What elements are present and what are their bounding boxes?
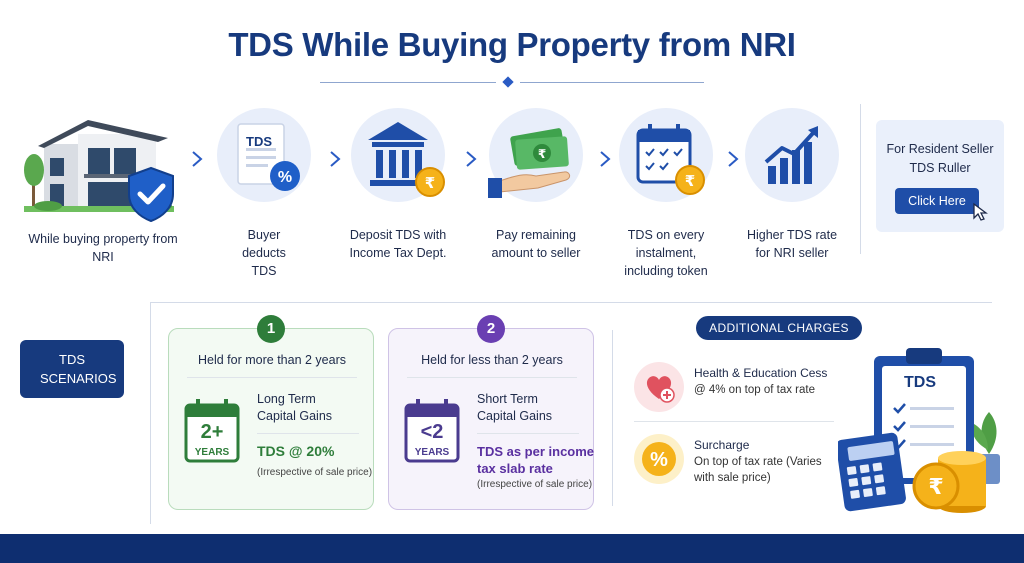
section-divider bbox=[860, 104, 861, 254]
cursor-pointer-icon bbox=[973, 202, 988, 221]
tds-doc-label: TDS bbox=[246, 134, 272, 149]
tds-rate: TDS @ 20% bbox=[257, 443, 335, 459]
calendar-unit: YEARS bbox=[194, 447, 230, 458]
svg-text:₹: ₹ bbox=[685, 172, 695, 190]
rising-chart-icon bbox=[764, 126, 818, 184]
charge-sub: @ 4% on top of tax rate bbox=[694, 384, 815, 396]
step-caption: Pay remaining amount to seller bbox=[491, 228, 581, 260]
section-divider bbox=[612, 330, 613, 506]
resident-seller-panel: For Resident Seller TDS Ruller Click Her… bbox=[876, 120, 1004, 232]
charge-title: Surcharge bbox=[694, 438, 750, 452]
calendar-value: <2 bbox=[420, 421, 444, 443]
svg-text:₹: ₹ bbox=[425, 174, 435, 192]
gain-type: Short Term Capital Gains bbox=[477, 392, 553, 423]
heart-plus-icon bbox=[646, 376, 675, 403]
title-rule-right bbox=[520, 82, 704, 83]
house-caption: While buying property from NRI bbox=[28, 232, 178, 264]
tds-scenarios-badge: TDS SCENARIOS bbox=[20, 340, 124, 398]
charge-sub: On top of tax rate (Varies with sale pri… bbox=[694, 456, 822, 484]
house-illustration bbox=[18, 108, 188, 226]
chevron-right-icon bbox=[330, 151, 341, 167]
svg-text:₹: ₹ bbox=[538, 147, 546, 161]
money-hand-icon: ₹ bbox=[488, 128, 571, 198]
title-rule-left bbox=[320, 82, 496, 83]
chevron-right-icon bbox=[466, 151, 477, 167]
chevron-right-icon bbox=[728, 151, 739, 167]
svg-text:₹: ₹ bbox=[928, 475, 943, 500]
chevron-right-icon bbox=[192, 151, 203, 167]
tds-rate: TDS as per income tax slab rate bbox=[477, 444, 595, 476]
step-caption: Buyer deducts TDS bbox=[242, 228, 286, 278]
calendar-icon bbox=[404, 399, 460, 463]
page-title: TDS While Buying Property from NRI bbox=[228, 26, 796, 63]
additional-charges-badge: ADDITIONAL CHARGES bbox=[696, 316, 862, 340]
shield-check-icon bbox=[128, 166, 174, 222]
scenario-card-short-term: 2 Held for less than 2 years <2 YEARS Sh… bbox=[388, 315, 595, 510]
scenario-number: 2 bbox=[477, 315, 505, 343]
percent-icon: % bbox=[642, 442, 676, 476]
held-duration: Held for less than 2 years bbox=[421, 353, 563, 367]
diamond-ornament bbox=[502, 76, 514, 88]
rate-note: (Irrespective of sale price) bbox=[257, 467, 373, 478]
calendar-icon bbox=[184, 399, 240, 463]
chevron-right-icon bbox=[600, 151, 611, 167]
held-duration: Held for more than 2 years bbox=[198, 353, 346, 367]
resident-seller-text: For Resident Seller TDS Ruller bbox=[886, 142, 994, 175]
click-here-button[interactable]: Click Here bbox=[895, 188, 979, 214]
section-divider bbox=[150, 302, 992, 303]
rate-note: (Irrespective of sale price) bbox=[477, 479, 593, 490]
calendar-unit: YEARS bbox=[414, 447, 450, 458]
calendar-value: 2+ bbox=[200, 421, 224, 443]
step-caption: TDS on every instalment, including token bbox=[624, 228, 708, 278]
step-caption: Higher TDS rate for NRI seller bbox=[746, 228, 838, 260]
svg-text:%: % bbox=[278, 169, 292, 186]
section-divider bbox=[150, 302, 151, 524]
clipboard-tds-label: TDS bbox=[904, 374, 936, 391]
scenario-card-long-term: 1 Held for more than 2 years 2+ YEARS Lo… bbox=[168, 315, 374, 510]
calendar-rupee-icon: ₹ bbox=[636, 124, 705, 195]
charge-title: Health & Education Cess bbox=[694, 366, 828, 380]
tds-document-icon: % bbox=[237, 123, 300, 191]
step-caption: Deposit TDS with Income Tax Dept. bbox=[349, 228, 447, 260]
gain-type: Long Term Capital Gains bbox=[257, 392, 333, 423]
footer-band bbox=[0, 534, 1024, 563]
scenario-number: 1 bbox=[257, 315, 285, 343]
tds-clipboard-illustration: ₹ bbox=[838, 348, 1000, 513]
svg-text:%: % bbox=[650, 449, 668, 471]
bank-building-icon: ₹ bbox=[368, 122, 445, 197]
